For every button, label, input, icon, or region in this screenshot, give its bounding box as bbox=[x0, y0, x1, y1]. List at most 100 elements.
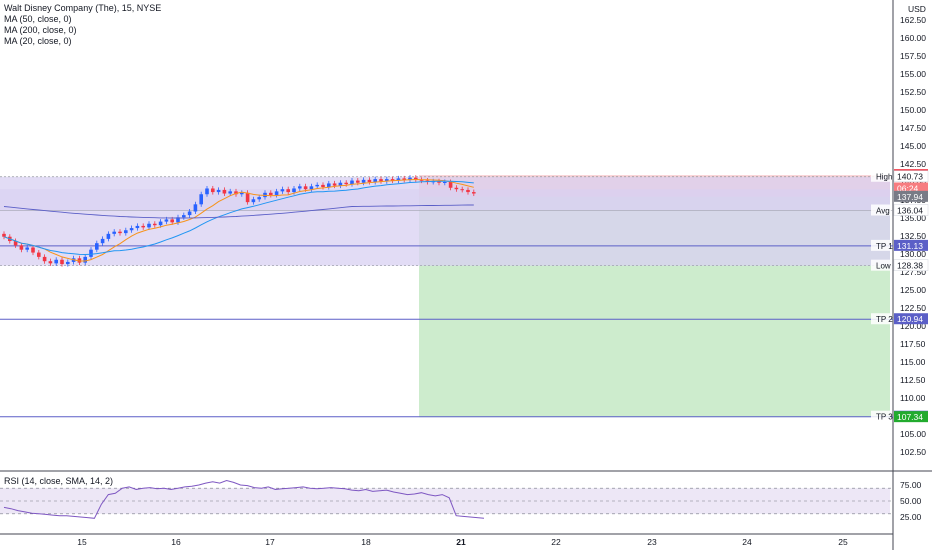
price-tick: 150.00 bbox=[900, 105, 926, 115]
candle-body bbox=[222, 189, 227, 194]
indicator-ma200[interactable]: MA (200, close, 0) bbox=[4, 25, 77, 35]
candle-body bbox=[454, 187, 459, 190]
candle-body bbox=[327, 183, 331, 188]
price-badge bbox=[893, 170, 929, 182]
candle-body bbox=[315, 184, 319, 187]
candle-body bbox=[437, 181, 441, 183]
price-tick: 132.50 bbox=[900, 231, 926, 241]
level-label-bg bbox=[871, 170, 891, 182]
time-tick: 16 bbox=[171, 537, 181, 547]
symbol-title[interactable]: Walt Disney Company (The), 15, NYSE bbox=[4, 3, 162, 13]
candle-body bbox=[280, 189, 285, 192]
price-tick: 157.50 bbox=[900, 51, 926, 61]
rsi-line bbox=[3, 479, 485, 519]
candle-body bbox=[124, 230, 128, 234]
candle-body bbox=[356, 180, 360, 183]
candle-body bbox=[199, 194, 203, 205]
time-tick: 15 bbox=[77, 537, 87, 547]
indicator-ma20[interactable]: MA (20, close, 0) bbox=[4, 36, 72, 46]
candle-body bbox=[414, 177, 418, 180]
candle-body bbox=[292, 188, 296, 193]
candle-body bbox=[118, 231, 122, 234]
candle-body bbox=[373, 179, 377, 182]
candle-body bbox=[443, 182, 447, 183]
candle-body bbox=[77, 258, 82, 263]
candle-body bbox=[257, 197, 261, 200]
price-badge-label: 06:24 bbox=[897, 183, 919, 193]
candle-body bbox=[164, 219, 169, 222]
price-badge bbox=[893, 259, 929, 271]
candle-body bbox=[367, 179, 372, 182]
rsi-title[interactable]: RSI (14, close, SMA, 14, 2) bbox=[4, 476, 114, 486]
chart-legend: Walt Disney Company (The), 15, NYSE MA (… bbox=[4, 3, 161, 47]
level-label-bg bbox=[871, 410, 891, 422]
price-badge bbox=[894, 190, 928, 202]
price-tick: 135.00 bbox=[900, 213, 926, 223]
candle-body bbox=[408, 177, 412, 180]
level-label-bg bbox=[871, 313, 891, 325]
candle-body bbox=[211, 188, 215, 193]
candle-body bbox=[112, 231, 116, 234]
price-badge bbox=[894, 182, 928, 194]
price-badge-label: 136.04 bbox=[897, 206, 923, 216]
candle-body bbox=[321, 184, 325, 188]
price-tick: 110.00 bbox=[900, 393, 926, 403]
candle-body bbox=[100, 238, 105, 244]
candle-body bbox=[251, 199, 256, 203]
candle-body bbox=[234, 191, 238, 195]
time-tick: 18 bbox=[361, 537, 371, 547]
rsi-tick: 50.00 bbox=[900, 496, 922, 506]
level-label-bg bbox=[871, 259, 891, 271]
candle-body bbox=[176, 217, 180, 223]
candle-body bbox=[147, 223, 151, 228]
price-tick: 160.00 bbox=[900, 33, 926, 43]
ma20-line bbox=[3, 178, 474, 262]
candle-body bbox=[2, 233, 6, 237]
level-label: TP 2 bbox=[876, 315, 893, 324]
candle-body bbox=[472, 192, 476, 194]
price-tick: 142.50 bbox=[900, 159, 926, 169]
price-tick: 125.00 bbox=[900, 285, 926, 295]
indicator-ma50[interactable]: MA (50, close, 0) bbox=[4, 14, 72, 24]
price-tick: 117.50 bbox=[900, 339, 926, 349]
price-tick: 120.00 bbox=[900, 321, 926, 331]
price-tick: 145.00 bbox=[900, 141, 926, 151]
level-label: Avg bbox=[876, 207, 890, 216]
level-label: High bbox=[876, 173, 892, 182]
candle-body bbox=[83, 256, 87, 263]
price-badge-label: 107.34 bbox=[897, 412, 923, 422]
price-badge-label: 120.94 bbox=[897, 314, 923, 324]
rsi-tick: 25.00 bbox=[900, 512, 922, 522]
candle-body bbox=[141, 225, 145, 228]
candle-body bbox=[54, 259, 58, 264]
price-tick: 102.50 bbox=[900, 447, 926, 457]
candle-body bbox=[42, 256, 47, 262]
price-tick: 115.00 bbox=[900, 357, 926, 367]
candle-body bbox=[402, 178, 406, 180]
candle-body bbox=[460, 189, 464, 191]
candle-body bbox=[89, 249, 93, 257]
candle-body bbox=[466, 189, 470, 193]
candle-body bbox=[135, 225, 140, 229]
price-tick: 140.00 bbox=[900, 177, 926, 187]
level-label: TP 3 bbox=[876, 413, 893, 422]
candle-body bbox=[245, 192, 250, 203]
candle-body bbox=[419, 179, 424, 181]
price-badge-label: 131.13 bbox=[897, 241, 923, 251]
candle-body bbox=[379, 179, 383, 182]
candle-body bbox=[350, 180, 354, 185]
candle-body bbox=[205, 188, 209, 195]
level-label: Low bbox=[876, 262, 891, 271]
time-tick: 17 bbox=[265, 537, 275, 547]
price-tick: 155.00 bbox=[900, 69, 926, 79]
candle-body bbox=[361, 179, 366, 183]
candle-body bbox=[193, 204, 198, 212]
candle-body bbox=[37, 252, 41, 257]
time-tick: 21 bbox=[456, 537, 466, 547]
level-label-bg bbox=[871, 204, 891, 216]
price-tick: 122.50 bbox=[900, 303, 926, 313]
candle-body bbox=[170, 219, 174, 223]
time-tick: 22 bbox=[551, 537, 561, 547]
time-tick: 23 bbox=[647, 537, 657, 547]
